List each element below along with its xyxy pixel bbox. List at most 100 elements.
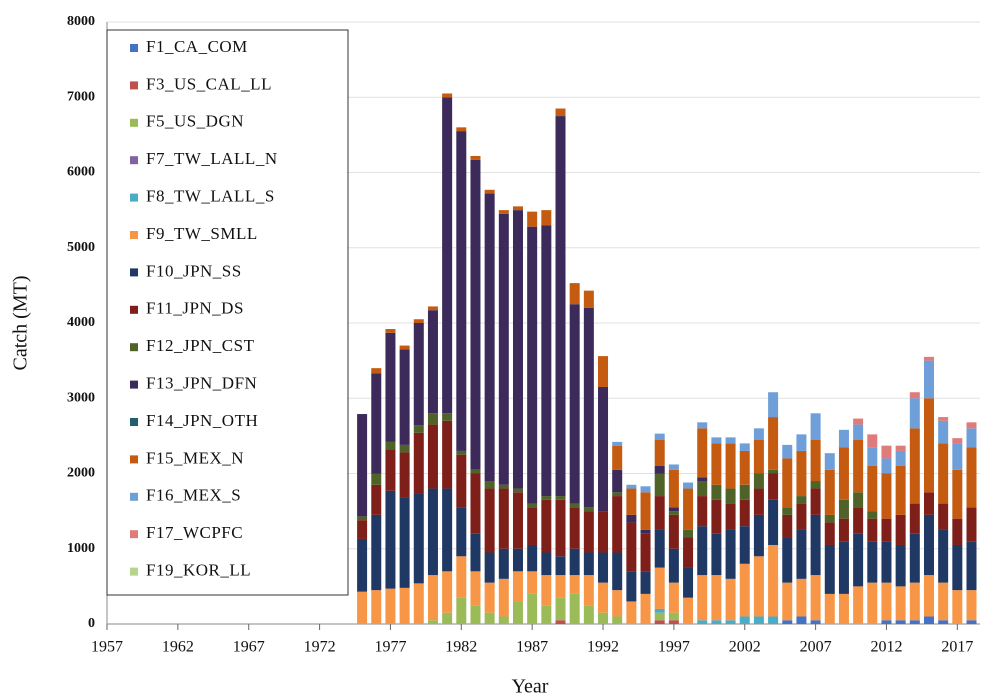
bar-segment: [385, 449, 396, 491]
bar-segment: [541, 552, 552, 576]
bar-segment: [640, 571, 651, 594]
bar-segment: [824, 469, 835, 515]
bar-segment: [654, 567, 665, 609]
bar-segment: [824, 593, 835, 624]
bar-segment: [782, 444, 793, 459]
bar-segment: [427, 424, 438, 489]
bar-segment: [711, 443, 722, 485]
bar-segment: [484, 189, 495, 194]
bar-segment: [853, 492, 864, 508]
bar-segment: [413, 493, 424, 584]
bar-segment: [399, 345, 410, 350]
bar-segment: [612, 496, 623, 553]
bar-segment: [938, 417, 949, 421]
bar-segment: [527, 571, 538, 594]
bar-segment: [456, 127, 467, 132]
bar-segment: [683, 597, 694, 624]
bar-segment: [612, 616, 623, 624]
bar-segment: [782, 620, 793, 624]
bar-segment: [456, 597, 467, 624]
bar-segment: [938, 529, 949, 583]
bar-segment: [838, 593, 849, 624]
legend-label: F9_TW_SMLL: [146, 224, 258, 243]
bar-segment: [654, 612, 665, 621]
bar-segment: [683, 488, 694, 530]
bar-segment: [484, 488, 495, 553]
bar-segment: [753, 616, 764, 624]
bar-segment: [782, 514, 793, 538]
bar-segment: [824, 514, 835, 523]
legend-label: F16_MEX_S: [146, 486, 241, 505]
bar-segment: [853, 439, 864, 493]
bar-segment: [427, 620, 438, 624]
y-tick-label: 8000: [67, 14, 95, 29]
bar-segment: [371, 368, 382, 374]
bar-segment: [796, 503, 807, 530]
bar-segment: [399, 349, 410, 445]
bar-segment: [612, 590, 623, 617]
bar-segment: [909, 503, 920, 534]
bar-segment: [909, 620, 920, 624]
bar-segment: [583, 605, 594, 624]
bar-segment: [484, 552, 495, 583]
legend-label: F8_TW_LALL_S: [146, 187, 275, 206]
legend-swatch: [130, 81, 138, 90]
bar-segment: [952, 544, 963, 591]
legend-swatch: [130, 567, 138, 576]
legend-label: F11_JPN_DS: [146, 299, 244, 318]
bar-segment: [598, 511, 609, 553]
legend-box: [106, 29, 349, 596]
legend-swatch: [130, 156, 138, 165]
bar-segment: [810, 620, 821, 624]
bar-segment: [668, 612, 679, 621]
bar-segment: [966, 447, 977, 508]
bar-segment: [512, 488, 523, 493]
bar-segment: [753, 473, 764, 489]
bar-segment: [541, 575, 552, 606]
bar-segment: [583, 307, 594, 508]
bar-segment: [824, 453, 835, 470]
bar-segment: [399, 587, 410, 624]
bar-segment: [512, 571, 523, 602]
bar-segment: [768, 499, 779, 545]
bar-segment: [598, 552, 609, 583]
bar-segment: [541, 496, 552, 500]
x-tick-label: 2017: [941, 639, 973, 656]
bar-segment: [456, 131, 467, 451]
legend-swatch: [130, 118, 138, 127]
bar-segment: [484, 582, 495, 613]
x-tick-label: 1992: [587, 639, 619, 656]
bar-segment: [867, 447, 878, 466]
x-tick-label: 1962: [162, 639, 194, 656]
y-tick-label: 1000: [67, 541, 95, 556]
bar-segment: [427, 306, 438, 311]
bar-segment: [399, 452, 410, 498]
bar-segment: [867, 541, 878, 583]
bar-segment: [413, 425, 424, 433]
bar-segment: [753, 439, 764, 474]
bar-segment: [895, 586, 906, 621]
bar-segment: [768, 473, 779, 500]
bar-segment: [371, 514, 382, 591]
bar-segment: [697, 481, 708, 497]
bar-segment: [640, 533, 651, 572]
bar-segment: [796, 434, 807, 451]
bar-segment: [512, 548, 523, 572]
bar-segment: [881, 473, 892, 519]
bar-segment: [683, 529, 694, 538]
bar-segment: [881, 582, 892, 621]
bar-segment: [881, 445, 892, 459]
bar-segment: [357, 520, 368, 539]
x-axis-label: Year: [512, 676, 549, 698]
bar-segment: [484, 612, 495, 624]
bar-segment: [527, 544, 538, 572]
bar-segment: [697, 422, 708, 429]
bar-segment: [867, 582, 878, 624]
legend-swatch: [130, 44, 138, 52]
bar-segment: [838, 541, 849, 594]
legend-label: F15_MEX_N: [146, 448, 244, 467]
bar-segment: [413, 323, 424, 426]
bar-segment: [966, 507, 977, 542]
legend-swatch: [130, 305, 138, 314]
x-tick-label: 1972: [304, 639, 336, 656]
